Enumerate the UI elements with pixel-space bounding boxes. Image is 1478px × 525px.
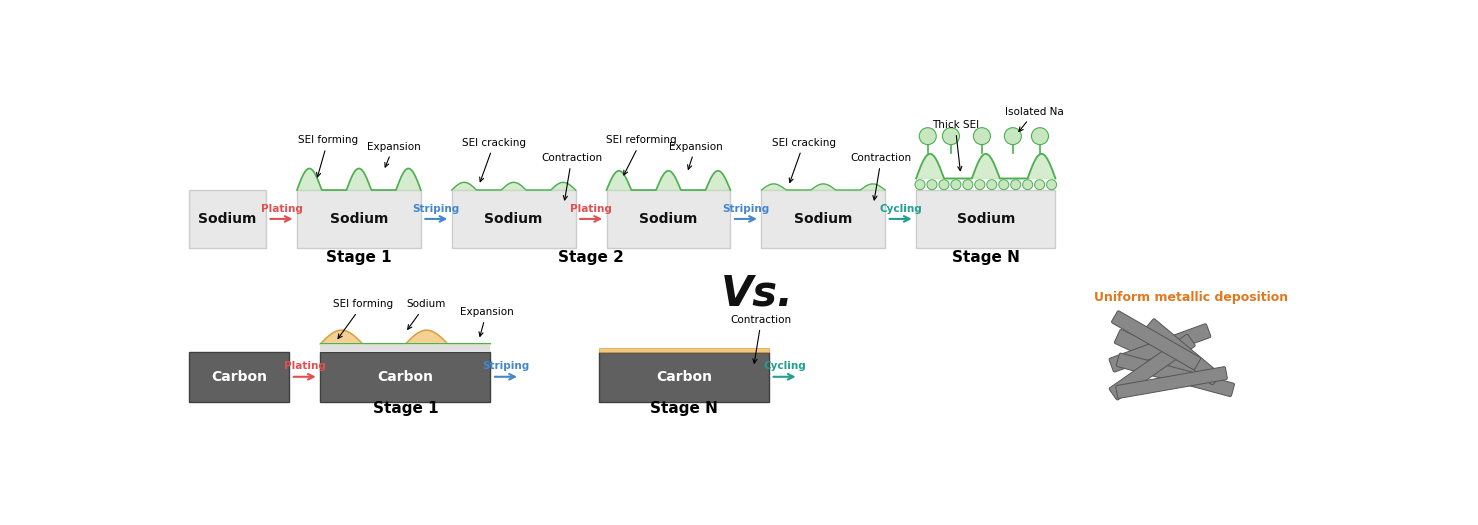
Text: Uniform metallic deposition: Uniform metallic deposition [1094, 291, 1287, 304]
Polygon shape [452, 182, 575, 190]
Text: SEI forming: SEI forming [299, 135, 358, 177]
Text: Stage N: Stage N [952, 250, 1020, 265]
Text: SEI cracking: SEI cracking [772, 138, 837, 182]
Text: Sodium: Sodium [956, 212, 1015, 226]
Text: Expansion: Expansion [460, 307, 513, 337]
Circle shape [919, 128, 936, 144]
Text: Striping: Striping [412, 204, 460, 214]
Circle shape [987, 180, 996, 190]
Text: SEI forming: SEI forming [333, 299, 393, 339]
Polygon shape [916, 154, 1055, 178]
Polygon shape [321, 330, 491, 344]
Bar [452, 190, 575, 248]
Bar [916, 190, 1055, 248]
Circle shape [1046, 180, 1057, 190]
Text: SEI cracking: SEI cracking [463, 138, 526, 182]
FancyBboxPatch shape [1116, 353, 1234, 396]
Bar [321, 344, 491, 352]
Circle shape [950, 180, 961, 190]
Bar [297, 190, 421, 248]
Circle shape [1005, 128, 1021, 144]
Circle shape [975, 180, 984, 190]
Polygon shape [297, 169, 421, 190]
Text: Contraction: Contraction [541, 153, 603, 200]
Text: Stage N: Stage N [650, 401, 718, 416]
Text: Vs.: Vs. [721, 273, 794, 315]
Bar [606, 190, 730, 248]
FancyBboxPatch shape [1108, 324, 1210, 372]
Circle shape [962, 180, 973, 190]
Circle shape [1011, 180, 1021, 190]
Bar [321, 352, 491, 402]
Bar [761, 190, 885, 248]
Circle shape [1032, 128, 1048, 144]
Text: SEI reforming: SEI reforming [606, 135, 677, 175]
Text: Sodium: Sodium [485, 212, 542, 226]
Text: Plating: Plating [571, 204, 612, 214]
Text: Expansion: Expansion [367, 142, 420, 167]
FancyBboxPatch shape [1111, 311, 1200, 370]
Text: Carbon: Carbon [656, 370, 712, 384]
Bar [189, 190, 266, 248]
FancyBboxPatch shape [1145, 319, 1221, 385]
Polygon shape [606, 171, 730, 190]
Text: Carbon: Carbon [377, 370, 433, 384]
Text: Cycling: Cycling [763, 361, 806, 371]
Text: Stage 1: Stage 1 [372, 401, 437, 416]
FancyBboxPatch shape [1114, 330, 1221, 390]
Text: Thick SEI: Thick SEI [931, 120, 978, 171]
Circle shape [943, 128, 959, 144]
Text: Sodium: Sodium [794, 212, 853, 226]
Text: Plating: Plating [260, 204, 303, 214]
Circle shape [1035, 180, 1045, 190]
Text: Sodium: Sodium [198, 212, 257, 226]
Bar [599, 348, 769, 352]
Text: Striping: Striping [723, 204, 770, 214]
Text: Carbon: Carbon [211, 370, 268, 384]
Text: Sodium: Sodium [640, 212, 698, 226]
FancyBboxPatch shape [1108, 334, 1196, 400]
Circle shape [939, 180, 949, 190]
Circle shape [999, 180, 1009, 190]
Bar [189, 352, 290, 402]
Text: Sodium: Sodium [330, 212, 389, 226]
FancyBboxPatch shape [1116, 366, 1227, 398]
Circle shape [915, 180, 925, 190]
Text: Sodium: Sodium [406, 299, 445, 329]
Text: Contraction: Contraction [851, 153, 912, 200]
Text: Isolated Na: Isolated Na [1005, 107, 1064, 131]
Text: Striping: Striping [482, 361, 529, 371]
Text: Plating: Plating [284, 361, 325, 371]
Circle shape [974, 128, 990, 144]
Circle shape [1023, 180, 1033, 190]
Text: Stage 2: Stage 2 [559, 250, 624, 265]
Text: Cycling: Cycling [879, 204, 922, 214]
Text: Stage 1: Stage 1 [327, 250, 392, 265]
Text: Expansion: Expansion [670, 142, 723, 169]
Circle shape [927, 180, 937, 190]
Polygon shape [761, 184, 885, 190]
Bar [599, 352, 769, 402]
Text: Contraction: Contraction [730, 315, 792, 363]
